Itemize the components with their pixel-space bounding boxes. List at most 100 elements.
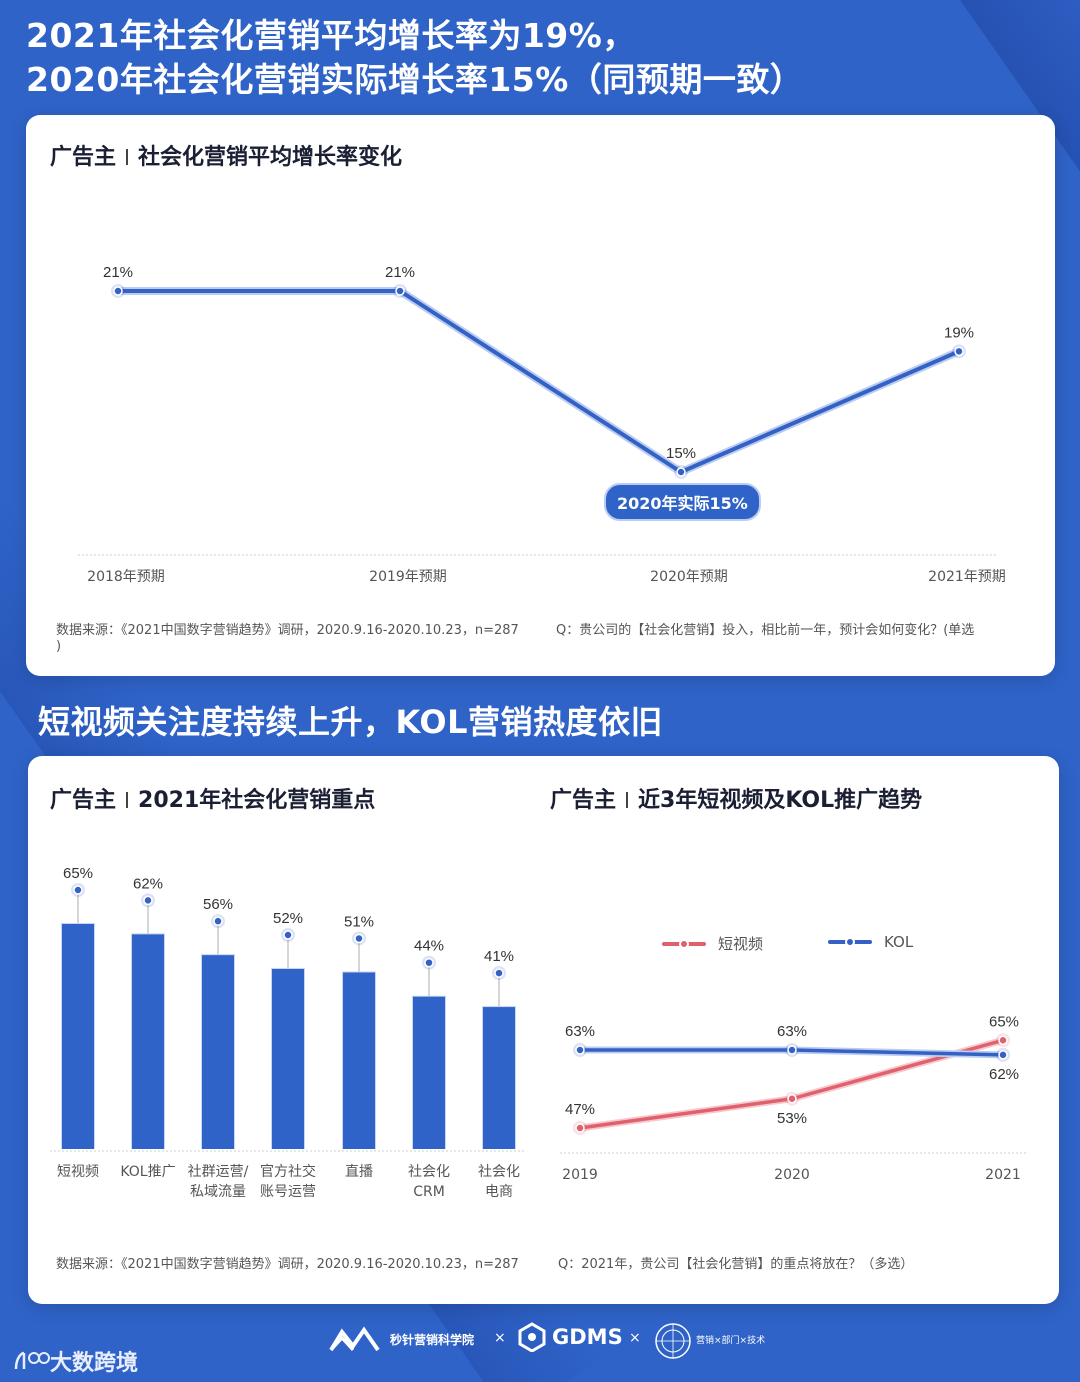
x-axis-label: 2019 <box>562 1167 598 1183</box>
gdms-logo-icon <box>518 1322 546 1352</box>
miaozhen-logo-icon <box>329 1326 380 1352</box>
data-label: 65% <box>989 1013 1019 1030</box>
data-point <box>998 1050 1008 1060</box>
data-point <box>113 286 123 296</box>
bar <box>413 996 445 1149</box>
annotation-pill: 2020年实际15% <box>604 483 761 521</box>
bar <box>272 969 304 1149</box>
data-point <box>575 1045 585 1055</box>
bar-category-line: 社群运营/ <box>187 1164 249 1180</box>
bar-category-label: 社会化 电商 <box>459 1162 539 1202</box>
data-point <box>213 916 223 926</box>
data-point <box>283 930 293 940</box>
bar <box>202 955 234 1149</box>
data-label: 44% <box>414 938 444 955</box>
title-separator <box>626 792 629 808</box>
data-point <box>575 1123 585 1133</box>
bar-category-line: 官方社交 <box>260 1164 316 1180</box>
data-label: 15% <box>666 445 696 462</box>
bar-category-label: 官方社交 账号运营 <box>248 1162 328 1202</box>
watermark-text: 大数跨境 <box>50 1351 139 1376</box>
data-label: 62% <box>133 875 163 892</box>
bar-category-label: 社会化 CRM <box>389 1162 469 1202</box>
bar-category-line: 社会化 <box>478 1164 520 1180</box>
bar-category-label: KOL推广 <box>108 1162 188 1182</box>
left-card-title: 广告主 2021年社会化营销重点 <box>50 782 375 814</box>
growth-rate-line-chart: 21% 2018年预期 21% 2019年预期 15% 2020年预期 19% 2021年预期 <box>78 264 1006 585</box>
bar-category-label: 社群运营/私域流量 <box>178 1162 258 1202</box>
data-point <box>787 1045 797 1055</box>
watermark-logo-icon <box>14 1351 50 1370</box>
data-label: 62% <box>989 1066 1019 1083</box>
data-label: 41% <box>484 948 514 965</box>
footer-logos: 秒针营销科学院 × GDMS × 营销×部门×技术 <box>0 1318 1080 1368</box>
data-point <box>73 885 83 895</box>
x-axis-label: 2021年预期 <box>928 569 1006 585</box>
brand-360: 营销×部门×技术 <box>654 1322 765 1360</box>
focus-trend-card: 广告主 2021年社会化营销重点 广告主 近3年短视频及KOL推广趋势 65% 62%… <box>28 756 1059 1304</box>
legend-line-icon <box>828 937 872 947</box>
data-source: 数据来源：《2021中国数字营销趋势》调研，2020.9.16-2020.10.… <box>56 1257 519 1272</box>
x-axis-label: 2019年预期 <box>369 569 447 585</box>
title-prefix: 广告主 <box>50 145 117 170</box>
brand-miaozhen: 秒针营销科学院 <box>328 1324 474 1354</box>
survey-question: Q：2021年，贵公司【社会化营销】的重点将放在？（多选） <box>558 1257 914 1272</box>
card-title: 广告主 社会化营销平均增长率变化 <box>50 139 402 171</box>
title-separator <box>126 792 129 808</box>
title-text: 2021年社会化营销重点 <box>138 788 376 813</box>
growth-line <box>118 289 960 474</box>
bar <box>483 1007 515 1149</box>
headline-1-line-2: 2020年社会化营销实际增长率15%（同预期一致） <box>26 60 804 99</box>
headline-2: 短视频关注度持续上升，KOL营销热度依旧 <box>38 703 663 741</box>
times-sign: × <box>629 1330 641 1346</box>
headline-1: 2021年社会化营销平均增长率为19%， 2020年社会化营销实际增长率15%（… <box>26 14 803 102</box>
legend-short-video: 短视频 <box>662 933 763 954</box>
data-point <box>676 467 686 477</box>
data-label: 65% <box>63 865 93 882</box>
data-label: 51% <box>344 913 374 930</box>
globe-logo-icon <box>655 1323 691 1359</box>
title-separator <box>126 149 129 165</box>
data-point <box>494 968 504 978</box>
data-point <box>787 1094 797 1104</box>
bar <box>132 934 164 1149</box>
social-focus-bar-chart: 65% 62% 56% 52% 51% 44% 41% <box>50 865 524 1152</box>
brand3-text: 营销×部门×技术 <box>696 1336 766 1346</box>
data-point <box>143 895 153 906</box>
title-prefix: 广告主 <box>50 788 117 813</box>
right-card-title: 广告主 近3年短视频及KOL推广趋势 <box>550 782 922 814</box>
bar-category-line: 账号运营 <box>260 1184 316 1200</box>
data-label: 21% <box>103 264 133 281</box>
bar-category-line: 直播 <box>345 1164 373 1180</box>
x-axis-label: 2021 <box>985 1167 1021 1183</box>
data-point <box>954 346 964 357</box>
data-label: 63% <box>777 1023 807 1040</box>
times-sign: × <box>494 1330 506 1346</box>
trend-line-chart: 47% 53% 65% 63% 63% 62% 2019 2020 2021 <box>560 1013 1026 1183</box>
data-label: 19% <box>944 324 974 341</box>
data-source: 数据来源：《2021中国数字营销趋势》调研，2020.9.16-2020.10.… <box>56 623 519 638</box>
title-prefix: 广告主 <box>550 788 617 813</box>
data-label: 21% <box>385 264 415 281</box>
headline-1-line-1: 2021年社会化营销平均增长率为19%， <box>26 16 636 55</box>
legend-label: KOL <box>884 933 914 951</box>
x-axis-label: 2020 <box>774 1167 810 1183</box>
legend-label: 短视频 <box>718 935 764 953</box>
data-label: 56% <box>203 896 233 913</box>
bar-category-line: KOL推广 <box>120 1164 176 1180</box>
x-axis-label: 2020年预期 <box>650 569 728 585</box>
data-point <box>998 1035 1008 1045</box>
data-label: 52% <box>273 910 303 927</box>
bar-category-line: 短视频 <box>57 1164 99 1180</box>
brand2-text: GDMS <box>552 1325 623 1349</box>
title-text: 社会化营销平均增长率变化 <box>138 145 403 170</box>
legend-kol: KOL <box>828 933 913 951</box>
legend-line-icon <box>662 938 706 949</box>
bar-category-line: 私域流量 <box>190 1184 246 1200</box>
survey-question-tail: ) <box>56 639 62 654</box>
data-label: 47% <box>565 1101 595 1118</box>
bar-category-label: 直播 <box>319 1162 399 1182</box>
data-label: 63% <box>565 1023 595 1040</box>
data-point <box>424 957 434 968</box>
growth-rate-card: 广告主 社会化营销平均增长率变化 21% 2018年预期 21% 2019年预期 15% 2… <box>26 115 1055 676</box>
